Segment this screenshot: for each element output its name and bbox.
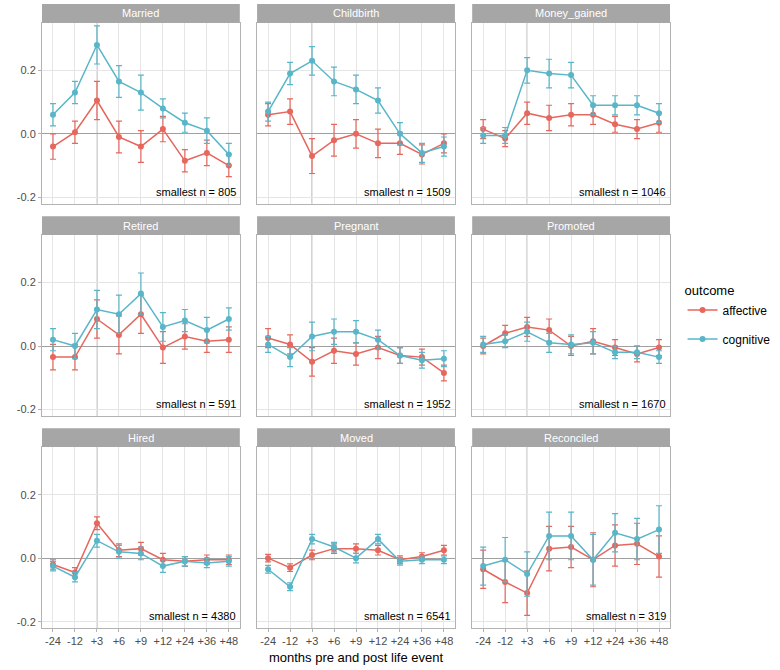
svg-text:+3: +3	[91, 635, 104, 647]
svg-text:smallest n = 1046: smallest n = 1046	[579, 186, 666, 198]
svg-text:0.0: 0.0	[21, 340, 36, 352]
svg-text:+36: +36	[413, 635, 432, 647]
svg-text:cognitive: cognitive	[723, 333, 771, 347]
svg-text:months pre and post life event: months pre and post life event	[269, 650, 444, 665]
svg-text:+12: +12	[584, 635, 603, 647]
svg-text:-24: -24	[260, 635, 276, 647]
svg-text:+3: +3	[521, 635, 534, 647]
svg-text:0.2: 0.2	[21, 489, 36, 501]
svg-text:+9: +9	[565, 635, 578, 647]
svg-text:smallest n = 4380: smallest n = 4380	[149, 610, 236, 622]
svg-text:smallest n = 6541: smallest n = 6541	[364, 610, 451, 622]
svg-text:-24: -24	[475, 635, 491, 647]
svg-text:-24: -24	[45, 635, 61, 647]
svg-text:smallest n = 1509: smallest n = 1509	[364, 186, 451, 198]
svg-text:+3: +3	[306, 635, 319, 647]
svg-text:-12: -12	[282, 635, 298, 647]
svg-text:0.0: 0.0	[21, 552, 36, 564]
svg-text:+6: +6	[113, 635, 126, 647]
svg-text:smallest n = 805: smallest n = 805	[156, 186, 236, 198]
svg-text:0.2: 0.2	[21, 276, 36, 288]
svg-text:Promoted: Promoted	[547, 220, 595, 232]
svg-text:Reconciled: Reconciled	[544, 432, 598, 444]
svg-text:+24: +24	[606, 635, 625, 647]
svg-text:+36: +36	[198, 635, 217, 647]
svg-text:smallest n = 319: smallest n = 319	[586, 610, 666, 622]
svg-text:-0.2: -0.2	[17, 403, 36, 415]
svg-text:+9: +9	[135, 635, 148, 647]
svg-text:0.0: 0.0	[21, 128, 36, 140]
svg-text:+48: +48	[219, 635, 238, 647]
svg-text:Pregnant: Pregnant	[334, 220, 379, 232]
svg-text:affective: affective	[723, 304, 768, 318]
svg-text:+6: +6	[328, 635, 341, 647]
svg-text:-0.2: -0.2	[17, 191, 36, 203]
svg-text:+48: +48	[650, 635, 669, 647]
svg-text:+24: +24	[176, 635, 195, 647]
svg-text:-0.2: -0.2	[17, 616, 36, 628]
svg-text:smallest n = 1670: smallest n = 1670	[579, 398, 666, 410]
svg-text:Money_gained: Money_gained	[535, 7, 607, 19]
svg-text:+48: +48	[435, 635, 454, 647]
svg-text:Moved: Moved	[340, 432, 373, 444]
svg-text:-12: -12	[497, 635, 513, 647]
svg-text:smallest n = 591: smallest n = 591	[156, 398, 236, 410]
svg-text:0.2: 0.2	[21, 64, 36, 76]
svg-text:+24: +24	[391, 635, 410, 647]
svg-text:+9: +9	[350, 635, 363, 647]
svg-text:+6: +6	[543, 635, 556, 647]
svg-text:outcome: outcome	[685, 283, 735, 298]
svg-text:Married: Married	[122, 7, 159, 19]
svg-text:-12: -12	[67, 635, 83, 647]
svg-text:+36: +36	[628, 635, 647, 647]
svg-text:+12: +12	[369, 635, 388, 647]
svg-text:Retired: Retired	[123, 220, 158, 232]
svg-text:Hired: Hired	[128, 432, 154, 444]
svg-text:smallest n = 1952: smallest n = 1952	[364, 398, 451, 410]
svg-text:+12: +12	[154, 635, 173, 647]
svg-text:Childbirth: Childbirth	[333, 7, 379, 19]
